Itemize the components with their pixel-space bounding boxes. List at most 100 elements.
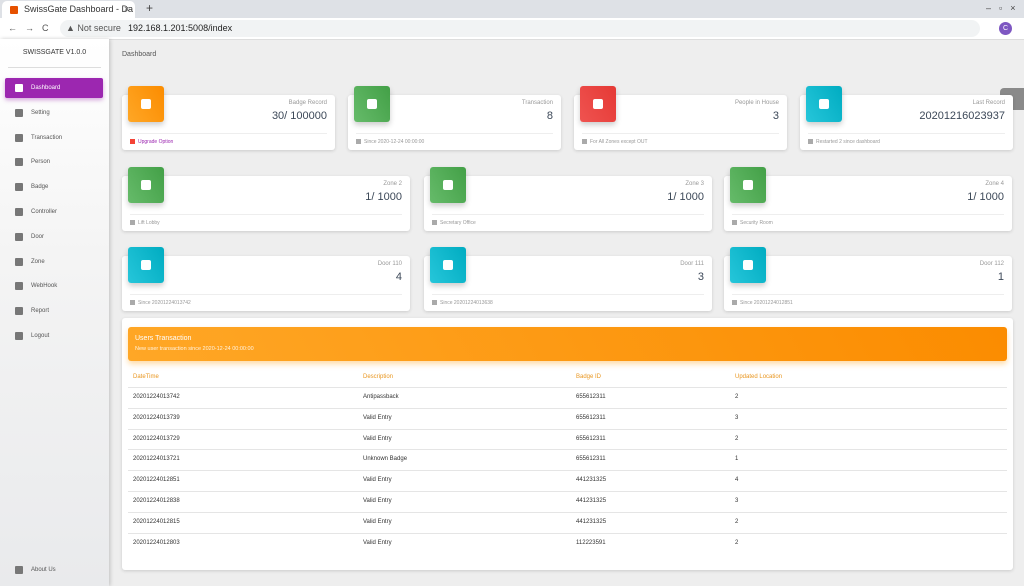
nav-item[interactable]: Logout bbox=[5, 326, 103, 346]
card-footer: Security Room bbox=[732, 214, 1004, 226]
nav-icon bbox=[15, 84, 23, 92]
row-divider bbox=[128, 511, 1007, 513]
row-divider bbox=[128, 407, 1007, 409]
card-footer: Since 20201224012851 bbox=[732, 294, 1004, 306]
new-tab[interactable]: + bbox=[146, 1, 154, 15]
nav-icon bbox=[15, 108, 23, 117]
nav-item[interactable]: Report bbox=[5, 301, 103, 321]
card-label: Door 112 bbox=[979, 261, 1004, 267]
card-label: Zone 2 bbox=[383, 181, 402, 187]
card-footer: Secretary Office bbox=[432, 214, 704, 226]
nav-item[interactable]: Transaction bbox=[5, 128, 103, 148]
card-icon bbox=[128, 86, 164, 122]
card-label: Badge Record bbox=[288, 100, 327, 106]
card-icon bbox=[730, 247, 766, 283]
table-cell: 20201224012838 bbox=[133, 498, 180, 504]
table-cell: 20201224013739 bbox=[133, 414, 180, 421]
nav-label: Person bbox=[31, 159, 51, 166]
nav-label: Report bbox=[31, 308, 50, 315]
favicon bbox=[10, 6, 18, 14]
nav-icon bbox=[15, 257, 23, 266]
table-cell: 441231325 bbox=[576, 518, 607, 525]
column-header: Description bbox=[363, 374, 394, 380]
card-value: 1/ 1000 bbox=[667, 191, 704, 203]
stat-card: Last Record 20201216023937 Restarted 2 sin… bbox=[800, 86, 1013, 150]
table-cell: Antipassback bbox=[363, 394, 399, 400]
column-header: Updated Location bbox=[735, 374, 783, 380]
omnibox[interactable]: ▲ Not secure 192.168.1.201:5008/index bbox=[60, 20, 980, 37]
table-cell: Unknown Badge bbox=[363, 456, 408, 463]
row-divider bbox=[128, 491, 1007, 492]
nav-item[interactable]: Door bbox=[5, 227, 103, 247]
card-icon bbox=[128, 167, 164, 203]
browser-tab[interactable]: SwissGate Dashboard - Da × bbox=[2, 1, 135, 18]
tab-close[interactable]: × bbox=[124, 4, 130, 14]
nav-icon bbox=[15, 208, 23, 216]
stat-card: Zone 4 1/ 1000 Security Room bbox=[724, 167, 1012, 231]
address-bar: ←→C ▲ Not secure 192.168.1.201:5008/inde… bbox=[0, 18, 1024, 40]
nav-label: WebHook bbox=[31, 283, 58, 290]
table-cell: 441231325 bbox=[576, 498, 607, 504]
stat-card: Zone 3 1/ 1000 Secretary Office bbox=[424, 167, 712, 231]
table-cell: 1 bbox=[735, 456, 739, 463]
card-value: 1/ 1000 bbox=[365, 191, 402, 203]
nav-item[interactable]: Person bbox=[5, 152, 103, 172]
stat-card: Door 111 3 Since 20201224013638 bbox=[424, 247, 712, 311]
card-icon bbox=[430, 167, 466, 203]
table-cell: 20201224013721 bbox=[133, 456, 180, 463]
nav-label: Door bbox=[31, 233, 45, 240]
card-label: People in House bbox=[734, 100, 779, 106]
card-footer: Since 20201224013742 bbox=[130, 294, 402, 306]
table-cell: 655612311 bbox=[576, 456, 606, 463]
nav-item[interactable]: Controller bbox=[5, 202, 103, 222]
table-cell: 2 bbox=[735, 518, 739, 525]
card-label: Door 111 bbox=[680, 261, 704, 267]
nav-icon bbox=[15, 183, 23, 192]
row-divider bbox=[128, 387, 1007, 388]
table-cell: 2 bbox=[735, 435, 739, 442]
table-cell: Valid Entry bbox=[363, 435, 392, 442]
nav-item[interactable]: Setting bbox=[5, 103, 103, 123]
nav-label: Dashboard bbox=[31, 85, 61, 91]
card-footer: Upgrade Option bbox=[130, 133, 327, 145]
card-footer: Lift Lobby bbox=[130, 214, 402, 226]
card-footer: Since 20201224013638 bbox=[432, 294, 704, 306]
card-icon bbox=[354, 86, 390, 122]
nav-item[interactable]: Dashboard bbox=[5, 78, 103, 98]
nav-item[interactable]: Zone bbox=[5, 252, 103, 272]
table-cell: 3 bbox=[735, 414, 739, 421]
row-divider bbox=[128, 449, 1007, 451]
table-header: Users Transaction New user transaction s… bbox=[128, 327, 1007, 361]
avatar[interactable]: C bbox=[999, 22, 1012, 35]
card-icon bbox=[730, 167, 766, 203]
security-label: ▲ Not secure bbox=[66, 23, 121, 33]
nav-label: Zone bbox=[31, 258, 45, 265]
stat-card: People in House 3 For All Zones except OUT bbox=[574, 86, 787, 150]
table-cell: 20201224012851 bbox=[133, 477, 180, 484]
nav-icon bbox=[15, 282, 23, 291]
card-footer: Since 2020-12-24 00:00:00 bbox=[356, 133, 553, 145]
nav-item[interactable]: WebHook bbox=[5, 276, 103, 296]
card-label: Door 110 bbox=[377, 261, 402, 267]
brand: SWISSGATE V1.0.0 bbox=[22, 49, 87, 56]
stat-card: Transaction 8 Since 2020-12-24 00:00:00 bbox=[348, 86, 561, 150]
nav-item[interactable]: Badge bbox=[5, 177, 103, 197]
nav-label: Controller bbox=[31, 209, 58, 215]
nav-label: Badge bbox=[31, 184, 49, 191]
card-icon bbox=[806, 86, 842, 122]
table-title: Users Transaction bbox=[135, 335, 192, 342]
table-cell: 2 bbox=[735, 394, 739, 400]
table-cell: 441231325 bbox=[576, 477, 607, 484]
row-divider bbox=[128, 532, 1007, 534]
column-header: DateTime bbox=[133, 374, 159, 380]
table-cell: 3 bbox=[735, 498, 739, 504]
nav-buttons[interactable]: ←→C bbox=[8, 23, 57, 33]
stat-card: Door 112 1 Since 20201224012851 bbox=[724, 247, 1012, 311]
nav-icon bbox=[15, 158, 23, 167]
nav-icon bbox=[15, 566, 23, 574]
table-cell: 655612311 bbox=[576, 394, 606, 400]
table-cell: Valid Entry bbox=[363, 414, 392, 421]
window-controls[interactable]: –▫× bbox=[986, 3, 1024, 13]
tab-bar: SwissGate Dashboard - Da × + –▫× bbox=[0, 0, 1024, 18]
nav-about[interactable]: About Us bbox=[5, 560, 103, 580]
